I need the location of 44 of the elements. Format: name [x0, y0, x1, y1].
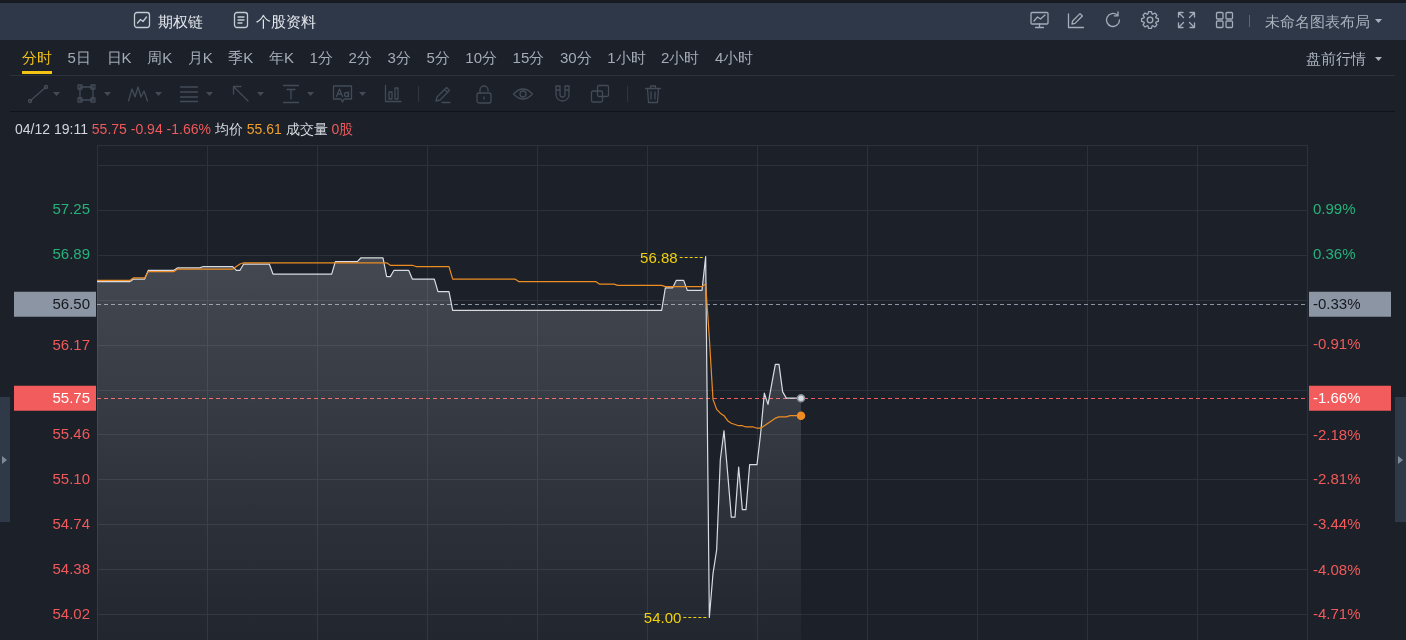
- text: 15分: [512, 49, 545, 66]
- text: 季K: [228, 49, 254, 66]
- text: 4小时: [715, 49, 754, 66]
- text: -1.66%: [1313, 389, 1361, 407]
- y-tick-label: 57.25: [52, 200, 90, 218]
- ref-line-label: 56.50: [52, 295, 90, 313]
- text: 年K: [268, 49, 294, 66]
- text: 3分: [387, 49, 411, 66]
- text: 周K: [147, 49, 173, 66]
- y2-tick-label: -0.91%: [1313, 335, 1361, 353]
- text: 10分: [465, 49, 498, 66]
- text: 未命名图表布局: [1265, 12, 1370, 30]
- y-tick-label: 55.10: [52, 469, 90, 487]
- y-tick-label: 55.46: [52, 424, 90, 442]
- text: 分时: [22, 49, 52, 66]
- text: 月K: [187, 49, 213, 66]
- ref-line-label: 55.75: [52, 389, 90, 407]
- text: 日K: [106, 49, 132, 66]
- text: 2小时: [661, 49, 700, 66]
- text: 5日: [67, 49, 91, 66]
- text: -0.33%: [1313, 295, 1361, 313]
- y2-tick-label: -2.18%: [1313, 425, 1361, 443]
- annotation: 56.88: [640, 248, 678, 266]
- y-tick-label: 56.17: [52, 335, 90, 353]
- annotation: 54.00: [643, 608, 682, 626]
- text: 盘前行情: [1306, 49, 1366, 67]
- text: 5分: [426, 49, 450, 66]
- y2-tick-label: -4.71%: [1313, 605, 1361, 623]
- text: 04/12 19:11 55.75 -0.94 -1.66% 均价 55.61 成交量 0股: [15, 121, 354, 137]
- y2-tick-label: -4.08%: [1313, 560, 1361, 578]
- text: 30分: [559, 49, 592, 66]
- y-tick-label: 54.02: [52, 605, 90, 623]
- y2-tick-label: 0.99%: [1313, 200, 1356, 218]
- text: 1小时: [607, 49, 646, 66]
- text: 个股资料: [256, 12, 316, 30]
- y2-tick-label: 0.36%: [1313, 245, 1356, 263]
- text: 期权链: [158, 12, 203, 30]
- y2-tick-label: -3.44%: [1313, 515, 1361, 533]
- y2-tick-label: -2.81%: [1313, 470, 1361, 488]
- text: 2分: [348, 49, 372, 66]
- y-tick-label: 56.89: [52, 245, 90, 263]
- y-tick-label: 54.74: [52, 514, 90, 532]
- text: 1分: [309, 49, 333, 66]
- y-tick-label: 54.38: [52, 559, 90, 577]
